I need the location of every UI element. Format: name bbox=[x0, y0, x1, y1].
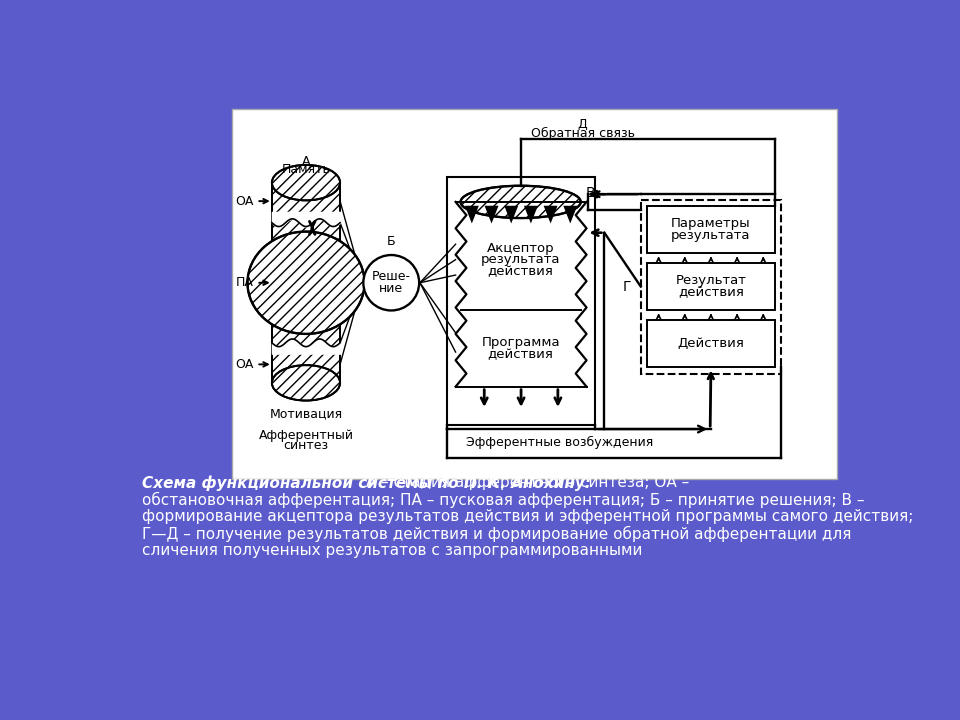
Text: Параметры: Параметры bbox=[671, 217, 751, 230]
Text: Акцептор: Акцептор bbox=[487, 242, 555, 255]
Polygon shape bbox=[524, 206, 538, 223]
Text: Г—Д – получение результатов действия и формирование обратной афферентации для: Г—Д – получение результатов действия и ф… bbox=[142, 526, 852, 542]
Ellipse shape bbox=[272, 165, 340, 200]
Text: Программа: Программа bbox=[481, 336, 560, 348]
Bar bbox=[461, 310, 581, 387]
Text: действия: действия bbox=[488, 265, 554, 278]
Text: действия: действия bbox=[678, 287, 744, 300]
Text: синтез: синтез bbox=[283, 438, 328, 451]
Bar bbox=[641, 199, 781, 374]
Ellipse shape bbox=[272, 365, 340, 400]
Polygon shape bbox=[543, 206, 558, 223]
Text: Эфферентные возбуждения: Эфферентные возбуждения bbox=[466, 436, 653, 449]
Text: Действия: Действия bbox=[678, 337, 744, 350]
Text: ОА: ОА bbox=[235, 358, 253, 371]
Text: обстановочная афферентация; ПА – пусковая афферентация; Б – принятие решения; В : обстановочная афферентация; ПА – пускова… bbox=[142, 492, 864, 508]
Ellipse shape bbox=[461, 186, 581, 218]
Bar bbox=[272, 183, 340, 383]
Text: В: В bbox=[586, 186, 595, 199]
Polygon shape bbox=[564, 206, 577, 223]
Text: А: А bbox=[301, 155, 310, 168]
Text: Д: Д bbox=[578, 118, 588, 131]
Ellipse shape bbox=[363, 255, 420, 310]
Text: формирование акцептора результатов действия и эфферентной программы самого дейст: формирование акцептора результатов дейст… bbox=[142, 509, 913, 524]
Polygon shape bbox=[485, 206, 498, 223]
Text: Память: Память bbox=[281, 163, 330, 176]
Text: ПА: ПА bbox=[235, 276, 253, 289]
Text: ОА: ОА bbox=[235, 194, 253, 207]
Bar bbox=[232, 109, 837, 479]
Text: А – стадия афферентного синтеза; ОА –: А – стадия афферентного синтеза; ОА – bbox=[361, 475, 689, 490]
Bar bbox=[447, 177, 595, 426]
Text: Обратная связь: Обратная связь bbox=[531, 127, 635, 140]
Bar bbox=[647, 263, 775, 310]
Text: Г: Г bbox=[623, 279, 631, 294]
Polygon shape bbox=[504, 206, 518, 223]
Text: результата: результата bbox=[481, 253, 561, 266]
Bar bbox=[461, 202, 581, 310]
Text: Афферентный: Афферентный bbox=[258, 428, 353, 441]
Text: Б: Б bbox=[387, 235, 396, 248]
Text: действия: действия bbox=[488, 348, 554, 361]
Text: сличения полученных результатов с запрограммированными: сличения полученных результатов с запрог… bbox=[142, 543, 642, 558]
Polygon shape bbox=[465, 206, 479, 223]
Bar bbox=[647, 320, 775, 367]
Ellipse shape bbox=[248, 232, 365, 334]
Text: результата: результата bbox=[671, 229, 751, 242]
Text: Результат: Результат bbox=[676, 274, 746, 287]
Text: Схема функциональной системы по П. К. Анохину:: Схема функциональной системы по П. К. Ан… bbox=[142, 475, 590, 491]
Text: Реше-: Реше- bbox=[372, 270, 411, 283]
Bar bbox=[647, 206, 775, 253]
Text: Мотивация: Мотивация bbox=[270, 407, 343, 420]
Text: ние: ние bbox=[379, 282, 403, 295]
